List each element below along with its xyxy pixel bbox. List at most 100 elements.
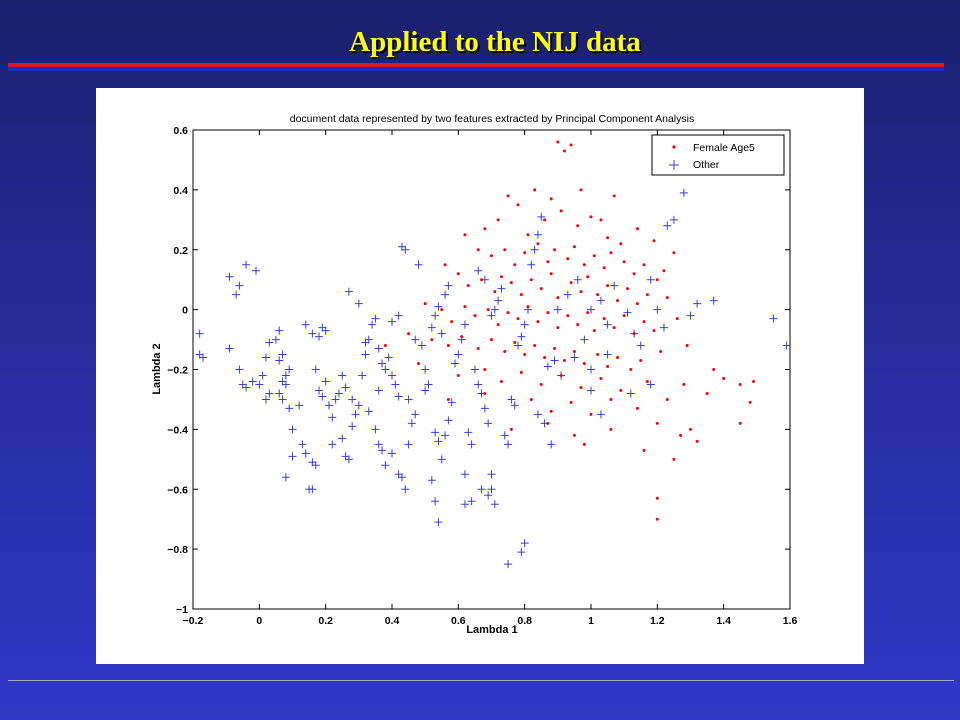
point-female-age5 (635, 406, 639, 410)
y-tick-label: −0.2 (167, 365, 188, 377)
point-female-age5 (476, 347, 480, 351)
point-other (484, 491, 493, 500)
point-female-age5 (569, 143, 573, 147)
point-other (258, 371, 267, 380)
point-female-age5 (463, 305, 467, 309)
point-female-age5 (539, 382, 543, 386)
point-female-age5 (606, 284, 610, 288)
point-female-age5 (592, 254, 596, 258)
point-female-age5 (748, 400, 752, 404)
point-other (278, 350, 287, 359)
point-female-age5 (499, 379, 503, 383)
point-other (301, 449, 310, 458)
point-other (451, 359, 460, 368)
point-other (550, 356, 559, 365)
point-female-age5 (579, 188, 583, 192)
point-female-age5 (503, 350, 507, 354)
point-female-age5 (549, 409, 553, 413)
point-other (417, 341, 426, 350)
point-female-age5 (659, 350, 663, 354)
point-female-age5 (493, 290, 497, 294)
point-other (371, 314, 380, 323)
point-other (434, 302, 443, 311)
point-other (401, 485, 410, 494)
point-female-age5 (609, 251, 613, 255)
point-female-age5 (539, 287, 543, 291)
point-other (573, 275, 582, 284)
point-female-age5 (417, 362, 421, 366)
point-other (338, 371, 347, 380)
x-tick-label: 0.6 (451, 615, 466, 627)
point-other (497, 284, 506, 293)
point-female-age5 (483, 227, 487, 231)
point-female-age5 (599, 218, 603, 222)
point-female-age5 (675, 317, 679, 321)
point-female-age5 (738, 382, 742, 386)
point-other (298, 440, 307, 449)
point-other (487, 311, 496, 320)
point-other (431, 428, 440, 437)
point-other (460, 500, 469, 509)
point-other (252, 266, 261, 275)
point-female-age5 (589, 412, 593, 416)
point-other (378, 359, 387, 368)
point-other (587, 386, 595, 395)
point-other (374, 344, 383, 353)
point-female-age5 (566, 314, 570, 318)
x-tick-label: 0.8 (517, 615, 532, 627)
point-other (311, 365, 320, 374)
point-female-age5 (622, 314, 626, 318)
point-female-age5 (592, 329, 596, 333)
point-female-age5 (632, 272, 636, 276)
point-other (225, 272, 234, 281)
point-female-age5 (506, 311, 510, 315)
point-female-age5 (450, 320, 454, 324)
x-tick-label: 1.6 (783, 615, 798, 627)
point-female-age5 (513, 341, 517, 345)
point-female-age5 (490, 338, 493, 342)
point-female-age5 (679, 433, 683, 437)
point-other (288, 425, 297, 434)
point-other (596, 410, 605, 419)
point-other (324, 401, 333, 410)
point-other (487, 485, 496, 494)
point-other (494, 296, 503, 305)
point-female-age5 (642, 448, 646, 452)
point-female-age5 (722, 376, 726, 380)
point-other (328, 413, 337, 422)
point-female-age5 (483, 391, 487, 395)
point-female-age5 (553, 248, 557, 252)
point-other (338, 434, 347, 443)
point-other (374, 440, 383, 449)
point-female-age5 (738, 421, 742, 425)
point-female-age5 (456, 373, 460, 377)
point-other (467, 497, 476, 506)
point-other (388, 371, 396, 380)
point-female-age5 (619, 388, 623, 392)
point-other (394, 392, 403, 401)
point-female-age5 (569, 400, 573, 404)
point-other (517, 332, 526, 341)
point-female-age5 (579, 290, 583, 294)
point-other (295, 401, 304, 410)
chart-title: document data represented by two feature… (290, 113, 694, 125)
point-other (315, 332, 324, 341)
point-female-age5 (546, 421, 550, 425)
point-other (444, 416, 453, 425)
point-other (484, 419, 493, 428)
point-other (348, 395, 357, 404)
point-female-age5 (566, 257, 570, 261)
point-other (480, 404, 489, 413)
point-other (261, 353, 270, 362)
y-axis: −1 −0.8 −0.6 −0.4 −0.2 0 0.2 0.4 0.6 (167, 125, 790, 616)
point-other (431, 311, 440, 320)
point-other (441, 290, 450, 299)
point-female-age5 (569, 281, 573, 285)
x-tick-label: 1.2 (650, 615, 665, 627)
point-female-age5 (473, 314, 477, 318)
point-other (587, 305, 595, 314)
point-other (441, 431, 450, 440)
point-other (769, 314, 778, 323)
point-female-age5 (705, 391, 709, 395)
point-female-age5 (549, 272, 553, 276)
